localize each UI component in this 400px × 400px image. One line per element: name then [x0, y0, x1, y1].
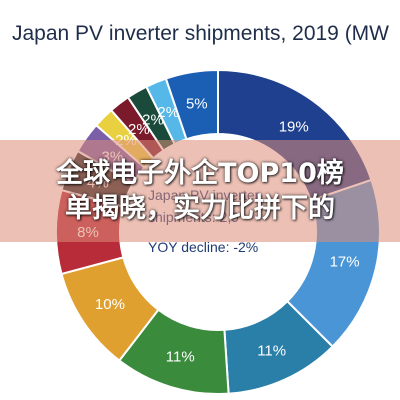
slice-label-3: 11% — [166, 348, 195, 365]
chart-title: Japan PV inverter shipments, 2019 (MW — [12, 22, 389, 45]
center-text-line-3: YOY decline: -2% — [148, 239, 258, 255]
slice-label-1: 17% — [330, 254, 360, 271]
slice-label-10: 2% — [142, 111, 164, 128]
slice-label-12: 5% — [186, 96, 208, 113]
slice-label-2: 11% — [257, 342, 286, 359]
slice-label-11: 2% — [157, 104, 179, 121]
overlay-banner — [0, 140, 400, 242]
overlay-banner-text: 全球电子外企TOP10榜 单揭晓，实力比拼下的 — [0, 156, 400, 226]
slice-label-9: 2% — [128, 121, 150, 138]
banner-line-2: 单揭晓，实力比拼下的 — [65, 193, 335, 224]
donut-slice-12 — [164, 68, 219, 141]
slice-label-4: 10% — [95, 296, 125, 313]
slice-label-0: 19% — [279, 118, 309, 135]
banner-line-1: 全球电子外企TOP10榜 — [56, 158, 344, 189]
